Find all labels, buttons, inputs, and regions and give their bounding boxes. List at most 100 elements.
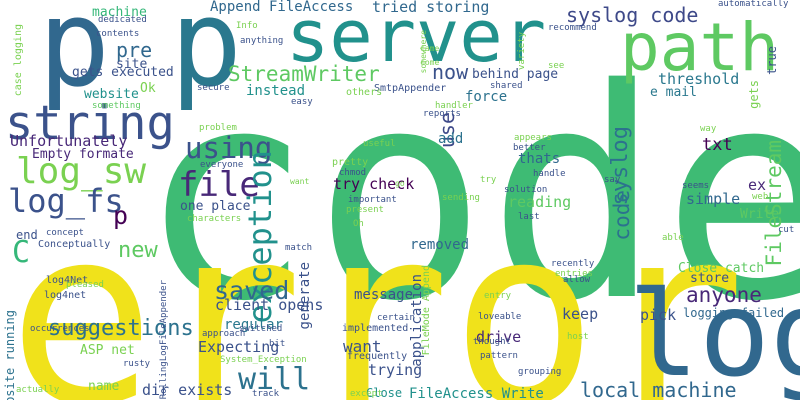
cloud-word: message — [354, 287, 414, 303]
cloud-word: Close — [366, 386, 403, 400]
cloud-word: sending — [442, 193, 480, 203]
cloud-word: thought — [473, 337, 511, 347]
cloud-word: logging failed — [683, 306, 785, 320]
cloud-word: dir exists — [142, 381, 233, 399]
cloud-word: suggestions — [48, 316, 194, 341]
cloud-word: removed — [410, 237, 470, 253]
cloud-word: now — [432, 60, 469, 84]
cloud-word: present — [346, 205, 384, 215]
cloud-word: others — [346, 87, 383, 98]
cloud-word: simple — [686, 190, 741, 208]
cloud-word: able — [662, 233, 684, 243]
cloud-word: switched — [239, 324, 283, 334]
cloud-word: local machine — [580, 378, 737, 400]
cloud-word: force — [465, 89, 508, 105]
cloud-word: saved — [214, 276, 290, 305]
cloud-word: recently — [551, 259, 595, 269]
cloud-word: handle — [533, 169, 566, 179]
cloud-word: pretty — [332, 157, 369, 168]
cloud-word: code — [610, 190, 634, 241]
cloud-word: Expecting — [198, 338, 280, 356]
cloud-word: allow — [563, 275, 591, 285]
cloud-word: except — [350, 389, 383, 399]
cloud-word: server — [286, 0, 547, 78]
cloud-word: end — [16, 228, 38, 242]
cloud-word: FileMode Append — [421, 265, 432, 356]
cloud-word: using — [185, 131, 273, 165]
cloud-word: site — [116, 57, 148, 72]
cloud-word: try — [480, 175, 497, 185]
cloud-word: track — [252, 389, 280, 399]
cloud-word: Info — [236, 21, 258, 31]
cloud-word: log_fs — [8, 182, 124, 220]
cloud-word: important — [348, 195, 397, 205]
cloud-word: p — [170, 0, 243, 114]
cloud-word: log4net — [44, 290, 87, 301]
cloud-word: solution — [504, 185, 548, 195]
cloud-word: error — [8, 175, 746, 400]
cloud-word: came — [420, 44, 440, 53]
cloud-word: client opens — [215, 296, 324, 314]
cloud-word: name — [88, 379, 120, 394]
cloud-word: come — [420, 58, 440, 67]
cloud-word: actually — [16, 385, 60, 395]
cloud-word: characters — [187, 214, 242, 224]
cloud-word: occurrences — [30, 324, 90, 334]
cloud-word: store — [690, 271, 730, 286]
cloud-word: log4Net — [46, 275, 89, 286]
cloud-word: web — [752, 192, 769, 202]
cloud-word: case logging — [13, 24, 24, 97]
cloud-word: regular — [224, 317, 284, 333]
cloud-word: go — [395, 179, 405, 188]
cloud-word: website running — [3, 310, 17, 400]
cloud-word: System_Exception — [220, 355, 307, 365]
cloud-word: shared — [490, 81, 523, 91]
cloud-word: host — [567, 332, 589, 342]
cloud-word: way — [700, 124, 717, 134]
cloud-word: log_sw — [16, 151, 147, 192]
cloud-word: something — [92, 101, 141, 111]
cloud-word: code — [138, 28, 800, 365]
cloud-word: pleased — [66, 280, 104, 290]
cloud-word: want — [343, 337, 382, 356]
cloud-word: ex — [748, 176, 767, 194]
cloud-word: threshold — [658, 70, 740, 88]
cloud-word: problem — [199, 123, 237, 133]
cloud-word: new — [118, 238, 158, 263]
cloud-word: Close catch — [678, 261, 765, 276]
cloud-word: approach — [202, 329, 246, 339]
cloud-word: entry — [484, 291, 512, 301]
cloud-word: path — [620, 9, 779, 86]
cloud-word: log — [628, 265, 800, 400]
cloud-word: match — [285, 243, 313, 253]
cloud-word: see — [548, 61, 565, 71]
cloud-word: will — [238, 362, 311, 397]
cloud-word: ASP net — [80, 343, 135, 358]
cloud-word: RollingLogFileAppender — [159, 280, 169, 400]
cloud-word: e mail — [650, 85, 697, 100]
cloud-word: chmod — [339, 168, 367, 178]
cloud-word: FileStream — [762, 140, 786, 267]
cloud-word: string — [5, 96, 175, 151]
cloud-word: syslog code — [566, 3, 699, 27]
cloud-word: Append FileAccess — [210, 0, 354, 15]
cloud-word: anyone — [686, 283, 762, 307]
cloud-word: entries — [555, 269, 593, 279]
cloud-word: recommend — [548, 23, 597, 33]
cloud-word: implemented — [342, 323, 409, 334]
cloud-word: file — [178, 165, 260, 205]
cloud-word: C — [12, 235, 31, 270]
cloud-word: Empty formate — [32, 147, 134, 162]
cloud-word: want — [290, 177, 310, 186]
cloud-word: Conceptually — [38, 239, 111, 250]
cloud-word: say — [604, 175, 621, 185]
cloud-word: keep — [562, 305, 599, 323]
cloud-word: seems — [682, 181, 710, 191]
cloud-word: drive — [476, 328, 522, 346]
cloud-word: Write — [740, 207, 780, 222]
cloud-word: easy — [291, 97, 313, 107]
cloud-word: appears — [514, 133, 552, 143]
cloud-word: try check — [333, 175, 415, 193]
cloud-word: trying — [368, 361, 423, 379]
